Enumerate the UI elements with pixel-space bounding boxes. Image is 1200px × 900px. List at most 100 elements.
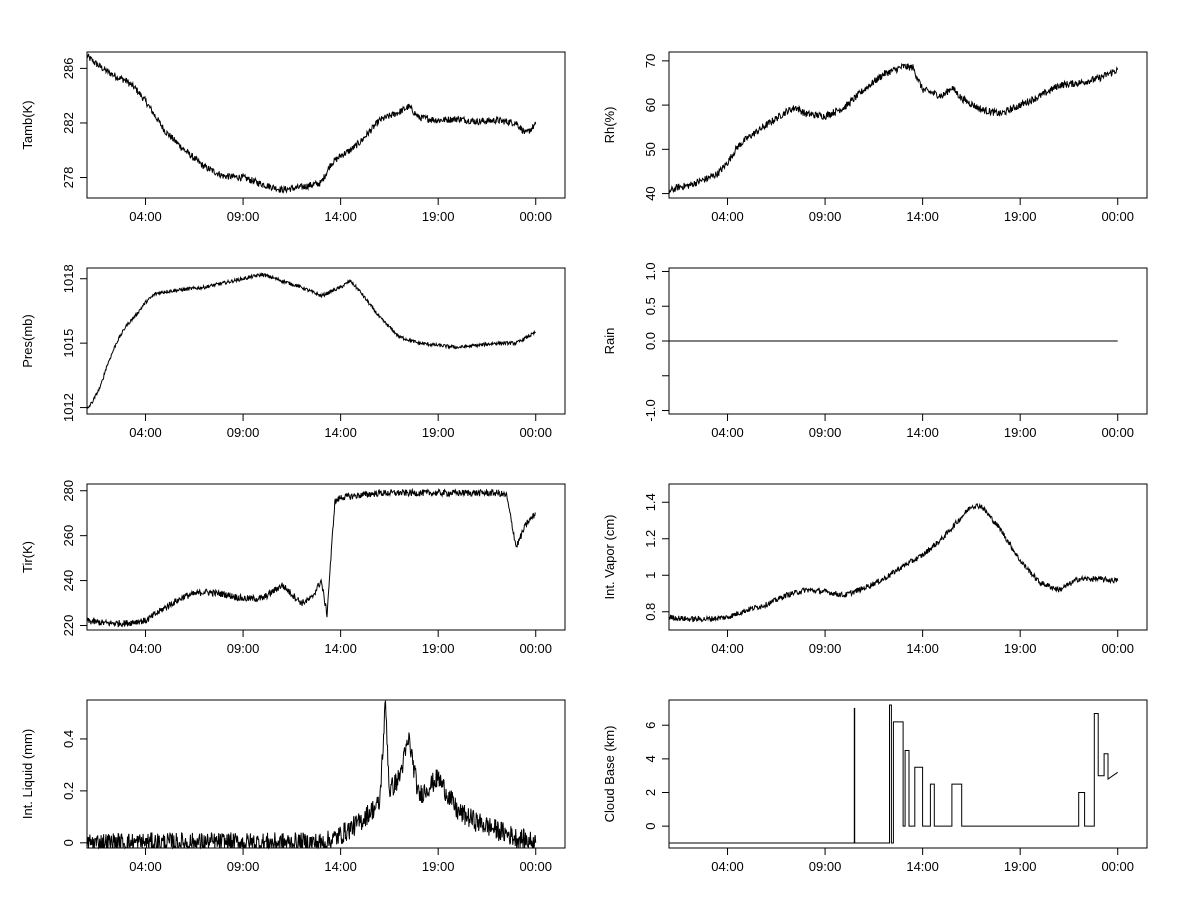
panel-3: 04:00 09:00 14:00 19:00 00:00 1012 1015 1018 Pre… (20, 264, 566, 440)
y-axis-label: Int. Vapor (cm) (602, 514, 617, 599)
y-tick-label: -1.0 (643, 399, 658, 421)
series-line (86, 272, 536, 410)
x-tick-label: 19:00 (1004, 209, 1037, 224)
x-tick-label: 14:00 (906, 859, 939, 874)
x-tick-label: 19:00 (422, 425, 455, 440)
panel-4: 04:00 09:00 14:00 19:00 00:00 -1.0 0.0 0.5 1.0 Ra… (602, 262, 1148, 440)
y-tick-label: 1012 (61, 393, 76, 422)
y-axis-label: Tamb(K) (20, 100, 35, 149)
y-tick-label: 1015 (61, 329, 76, 358)
x-tick-label: 09:00 (809, 209, 842, 224)
y-tick-label: 2 (643, 789, 658, 796)
x-tick-label: 04:00 (129, 859, 162, 874)
x-tick-label: 00:00 (519, 425, 552, 440)
x-tick-label: 04:00 (129, 425, 162, 440)
panel-8: 04:00 09:00 14:00 19:00 00:00 0 2 4 6 Cloud Base … (602, 699, 1148, 874)
x-tick-label: 04:00 (711, 641, 744, 656)
x-tick-label: 00:00 (1101, 641, 1134, 656)
x-tick-label: 14:00 (324, 209, 357, 224)
x-tick-label: 09:00 (227, 425, 260, 440)
panel-6: 04:00 09:00 14:00 19:00 00:00 0.8 1 1.2 1.4 Int. … (602, 483, 1148, 656)
y-axis-label: Rh(%) (602, 107, 617, 144)
x-tick-label: 00:00 (519, 209, 552, 224)
x-tick-label: 04:00 (129, 641, 162, 656)
series-line (86, 700, 537, 850)
y-tick-label: 0.2 (61, 782, 76, 800)
panel-2: 04:00 09:00 14:00 19:00 00:00 40 50 60 70 Rh(%) (602, 51, 1148, 224)
x-tick-label: 14:00 (906, 641, 939, 656)
y-tick-label: 0.5 (643, 297, 658, 315)
panel-7: 04:00 09:00 14:00 19:00 00:00 0 0.2 0.4 Int. Liq… (20, 699, 566, 874)
x-tick-label: 00:00 (519, 641, 552, 656)
y-axis-label: Tir(K) (20, 541, 35, 573)
y-tick-label: 282 (61, 112, 76, 134)
y-tick-label: 0 (61, 839, 76, 846)
x-tick-label: 19:00 (422, 859, 455, 874)
x-tick-label: 04:00 (711, 425, 744, 440)
y-tick-label: 0.0 (643, 332, 658, 350)
x-tick-label: 00:00 (519, 859, 552, 874)
x-tick-label: 19:00 (1004, 425, 1037, 440)
x-tick-label: 09:00 (809, 859, 842, 874)
y-tick-label: 40 (643, 186, 658, 200)
y-tick-label: 0.8 (643, 603, 658, 621)
y-tick-label: 278 (61, 167, 76, 189)
y-axis-label: Cloud Base (km) (602, 726, 617, 823)
y-tick-label: 286 (61, 58, 76, 80)
x-tick-label: 00:00 (1101, 425, 1134, 440)
x-tick-label: 19:00 (1004, 641, 1037, 656)
y-tick-label: 70 (643, 54, 658, 68)
x-tick-label: 09:00 (809, 641, 842, 656)
plot-frame (668, 51, 1148, 199)
x-tick-label: 09:00 (227, 859, 260, 874)
x-tick-label: 04:00 (711, 859, 744, 874)
series-line (668, 502, 1119, 623)
x-tick-label: 04:00 (129, 209, 162, 224)
y-tick-label: 240 (61, 570, 76, 592)
y-tick-label: 50 (643, 142, 658, 156)
plot-frame (86, 51, 566, 199)
series-line (669, 704, 1118, 844)
plot-frame (86, 483, 566, 631)
series-line (86, 487, 536, 628)
y-tick-label: 0.4 (61, 730, 76, 748)
series-line (668, 62, 1119, 195)
x-tick-label: 14:00 (906, 209, 939, 224)
x-tick-label: 00:00 (1101, 209, 1134, 224)
y-tick-label: 260 (61, 525, 76, 547)
x-tick-label: 14:00 (906, 425, 939, 440)
x-tick-label: 09:00 (227, 209, 260, 224)
x-tick-label: 00:00 (1101, 859, 1134, 874)
y-axis-label: Pres(mb) (20, 314, 35, 367)
y-tick-label: 220 (61, 615, 76, 637)
x-tick-label: 04:00 (711, 209, 744, 224)
panel-1: 04:00 09:00 14:00 19:00 00:00 278 282 286 Tamb(K… (20, 51, 566, 224)
y-tick-label: 1018 (61, 264, 76, 293)
plot-frame (668, 483, 1148, 631)
y-axis-label: Int. Liquid (mm) (20, 729, 35, 819)
plot-frame (668, 699, 1148, 849)
y-tick-label: 1 (643, 572, 658, 579)
x-tick-label: 19:00 (1004, 859, 1037, 874)
x-tick-label: 14:00 (324, 425, 357, 440)
y-tick-label: 0 (643, 823, 658, 830)
x-tick-label: 19:00 (422, 641, 455, 656)
y-tick-label: 1.4 (643, 493, 658, 511)
plot-frame (86, 267, 566, 415)
y-tick-label: 60 (643, 98, 658, 112)
y-axis-label: Rain (602, 328, 617, 355)
panel-5: 04:00 09:00 14:00 19:00 00:00 220 240 260 280 Tir… (20, 480, 566, 656)
x-tick-label: 14:00 (324, 859, 357, 874)
x-tick-label: 09:00 (227, 641, 260, 656)
y-tick-label: 6 (643, 722, 658, 729)
y-tick-label: 1.2 (643, 530, 658, 548)
x-tick-label: 09:00 (809, 425, 842, 440)
y-tick-label: 1.0 (643, 262, 658, 280)
y-tick-label: 4 (643, 755, 658, 762)
plot-frame (86, 699, 566, 849)
x-tick-label: 14:00 (324, 641, 357, 656)
y-tick-label: 280 (61, 480, 76, 502)
x-tick-label: 19:00 (422, 209, 455, 224)
series-line (86, 53, 537, 194)
